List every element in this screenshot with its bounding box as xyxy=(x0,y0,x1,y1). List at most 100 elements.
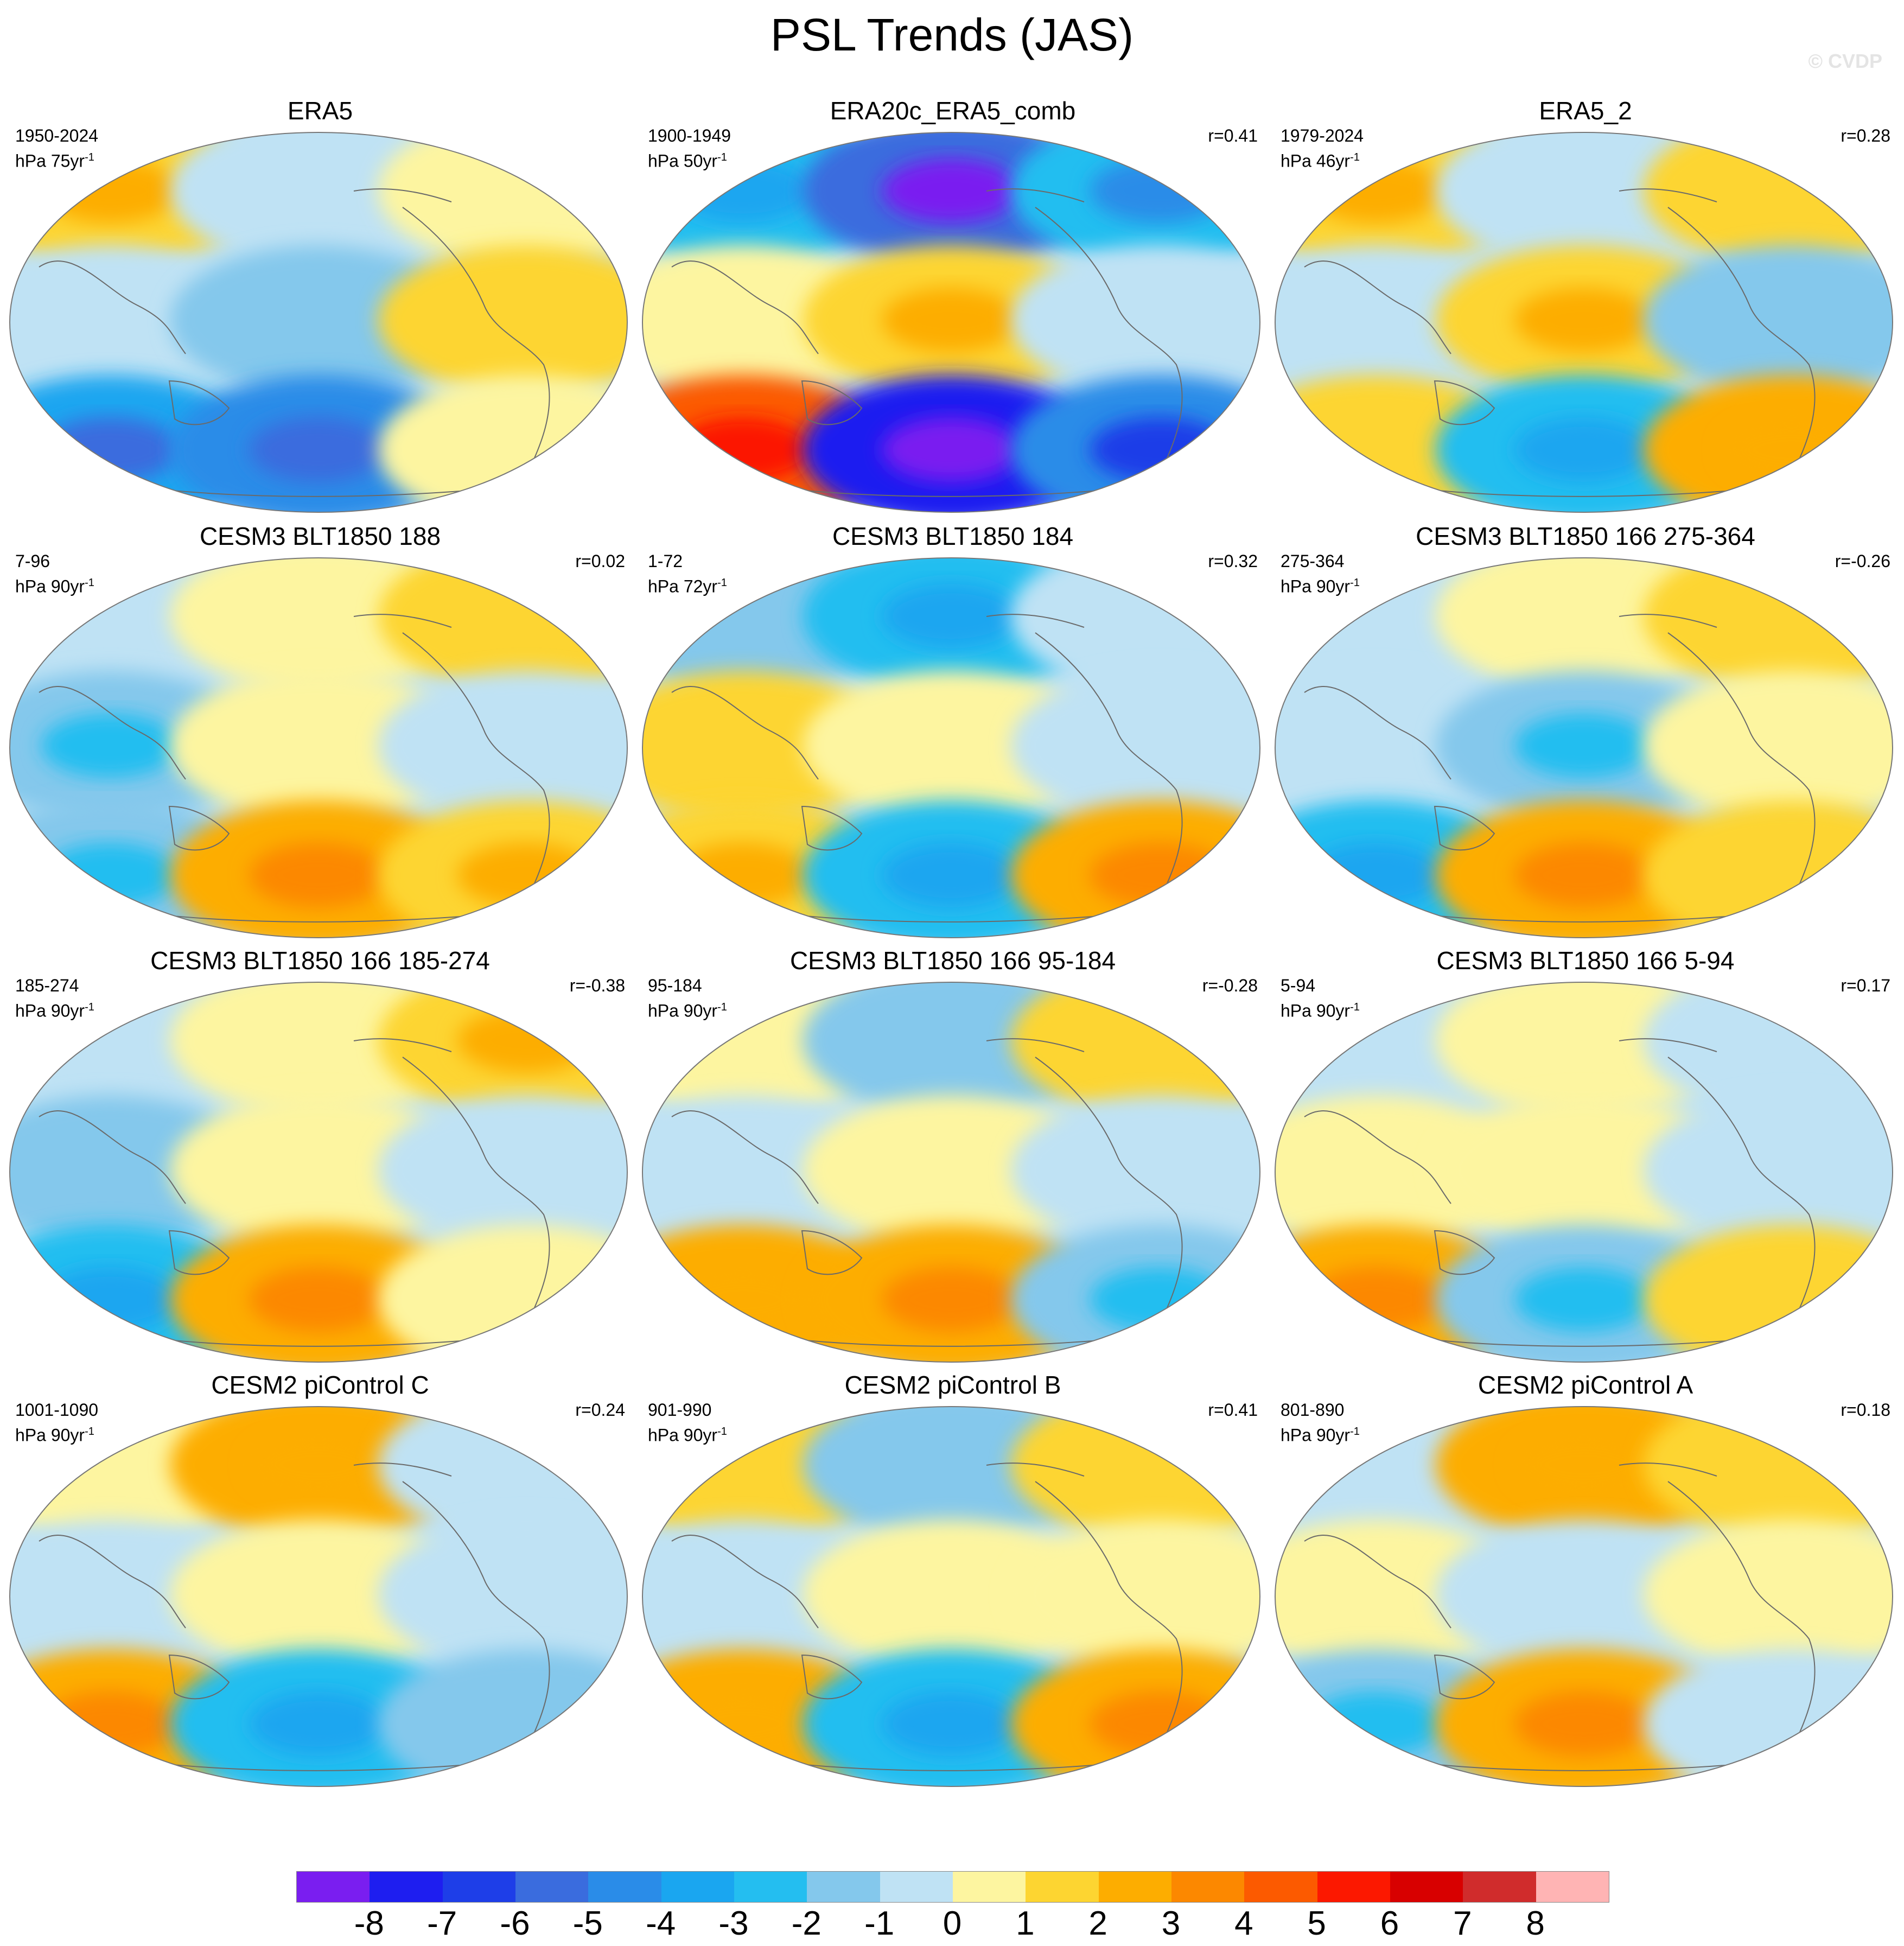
trend-region xyxy=(1435,982,1733,1116)
panel-correlation: r=0.24 xyxy=(575,1400,625,1420)
trend-region xyxy=(170,982,467,1116)
trend-core xyxy=(1306,1267,1445,1332)
trend-region xyxy=(1643,1519,1893,1669)
colorbar-tick-label: 2 xyxy=(1088,1905,1107,1942)
trend-core xyxy=(882,417,1021,482)
panel-correlation: r=0.18 xyxy=(1841,1400,1890,1420)
trend-core xyxy=(1514,288,1653,353)
panel-units: hPa 90yr-1 xyxy=(648,1425,727,1445)
panel-correlation: r=-0.28 xyxy=(1202,976,1258,995)
panel-period: 1001-1090 xyxy=(15,1400,99,1420)
colorbar-tick-label: -7 xyxy=(427,1905,457,1942)
trend-region xyxy=(1435,1095,1733,1245)
colorbar-tick-label: 4 xyxy=(1234,1905,1253,1942)
trend-region xyxy=(1275,1519,1525,1669)
trend-core xyxy=(249,1432,388,1497)
trend-region xyxy=(642,1095,892,1245)
trend-core xyxy=(882,843,1021,908)
trend-region xyxy=(170,558,467,691)
colorbar-tick-label: -1 xyxy=(864,1905,895,1942)
trend-region xyxy=(803,1095,1100,1245)
trend-core xyxy=(1090,158,1229,223)
map-projection xyxy=(642,132,1260,513)
trend-core xyxy=(249,1267,388,1332)
trend-core xyxy=(1514,1267,1653,1332)
map-projection xyxy=(1275,557,1893,938)
panel-units: hPa 50yr-1 xyxy=(648,151,727,171)
trend-region xyxy=(170,671,467,821)
colorbar-box xyxy=(952,1872,1026,1902)
colorbar xyxy=(296,1871,1609,1903)
panel-period: 901-990 xyxy=(648,1400,712,1420)
panel-correlation: r=0.02 xyxy=(575,551,625,571)
map-panel: CESM2 piControl B 901-990 hPa 90yr-1 r=0.41 xyxy=(636,1370,1270,1798)
colorbar-tick-label: -2 xyxy=(791,1905,822,1942)
map-projection xyxy=(642,982,1260,1363)
panel-units: hPa 90yr-1 xyxy=(1281,576,1360,596)
panel-period: 1979-2024 xyxy=(1281,126,1364,145)
map-outline xyxy=(642,1406,1260,1787)
colorbar-labels: -8 -7 -6 -5 -4 -3 -2 -1 0 1 2 3 4 5 6 7 8 xyxy=(296,1904,1608,1946)
panel-title: CESM3 BLT1850 184 xyxy=(832,522,1074,550)
trend-core xyxy=(882,1691,1021,1757)
panel-period: 95-184 xyxy=(648,976,702,995)
colorbar-box xyxy=(588,1872,661,1902)
trend-region xyxy=(378,245,627,395)
trend-core xyxy=(882,288,1021,353)
map-panel: CESM3 BLT1850 166 95-184 95-184 hPa 90yr-1… xyxy=(636,945,1270,1374)
panel-title: CESM3 BLT1850 166 95-184 xyxy=(789,946,1116,975)
trend-region xyxy=(10,245,259,395)
trend-core xyxy=(673,158,813,223)
panel-units: hPa 75yr-1 xyxy=(15,151,94,171)
trend-region xyxy=(803,982,1100,1116)
map-outline xyxy=(9,132,628,513)
map-projection xyxy=(1275,982,1893,1363)
trend-region xyxy=(170,132,467,266)
trend-core xyxy=(1090,843,1229,908)
trend-core xyxy=(41,1267,180,1332)
trend-region xyxy=(1010,245,1260,395)
trend-core xyxy=(882,1267,1021,1332)
panel-title: ERA5 xyxy=(287,97,353,125)
trend-core xyxy=(1090,1267,1229,1332)
panel-units: hPa 90yr-1 xyxy=(1281,1425,1360,1445)
trend-region xyxy=(1275,1095,1525,1245)
map-panel: ERA5 1950-2024 hPa 75yr-1 xyxy=(3,96,637,524)
colorbar-box xyxy=(734,1872,807,1902)
panel-units: hPa 90yr-1 xyxy=(648,1001,727,1021)
trend-region xyxy=(1643,245,1893,395)
trend-core xyxy=(673,843,813,908)
colorbar-box xyxy=(880,1872,953,1902)
trend-core xyxy=(249,417,388,482)
watermark: © CVDP xyxy=(1808,50,1882,72)
trend-region xyxy=(1643,1095,1893,1245)
panel-period: 1900-1949 xyxy=(648,126,731,145)
trend-core xyxy=(1514,1432,1653,1497)
panel-correlation: r=0.17 xyxy=(1841,976,1890,995)
panel-period: 185-274 xyxy=(15,976,79,995)
colorbar-tick-label: 5 xyxy=(1307,1905,1326,1942)
panel-units: hPa 90yr-1 xyxy=(15,576,94,596)
panel-period: 5-94 xyxy=(1281,976,1316,995)
trend-core xyxy=(41,843,180,908)
trend-region xyxy=(1435,132,1733,266)
map-panel: ERA20c_ERA5_comb 1900-1949 hPa 50yr-1 r=0.4… xyxy=(636,96,1270,524)
colorbar-box xyxy=(661,1872,734,1902)
colorbar-box xyxy=(1026,1872,1099,1902)
panel-period: 801-890 xyxy=(1281,1400,1345,1420)
map-panel: CESM3 BLT1850 184 1-72 hPa 72yr-1 r=0.32 xyxy=(636,521,1270,950)
map-outline xyxy=(1275,982,1893,1363)
map-outline xyxy=(1275,557,1893,938)
trend-region xyxy=(10,1519,259,1669)
trend-core xyxy=(41,713,180,778)
colorbar-box xyxy=(515,1872,589,1902)
map-panel: CESM2 piControl C 1001-1090 hPa 90yr-1 r=0.… xyxy=(3,1370,637,1798)
trend-region xyxy=(378,1519,627,1669)
panel-title: CESM2 piControl B xyxy=(844,1371,1061,1399)
trend-region xyxy=(170,245,467,395)
trend-core xyxy=(41,1691,180,1757)
trend-region xyxy=(170,1519,467,1669)
map-outline xyxy=(642,982,1260,1363)
colorbar-tick-label: -6 xyxy=(500,1905,530,1942)
map-projection xyxy=(1275,1406,1893,1787)
